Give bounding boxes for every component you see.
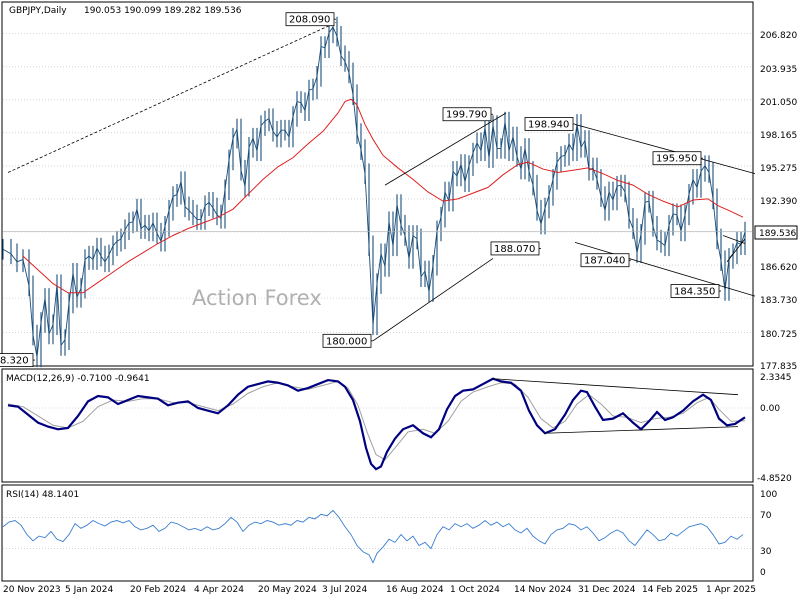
price-trendline (574, 241, 756, 297)
date-tick: 14 Feb 2025 (642, 585, 698, 595)
annotation-box (670, 284, 720, 298)
annotation-label: 184.350 (674, 287, 715, 298)
date-tick: 1 Oct 2024 (450, 585, 500, 595)
date-tick: 20 Feb 2024 (130, 585, 186, 595)
price-panel-title: GBPJPY,Daily 190.053 190.099 189.282 189… (9, 6, 242, 16)
annotation-box (442, 107, 492, 122)
price-tick: 198.165 (760, 131, 797, 141)
price-trendline (384, 112, 507, 186)
annotation-box (580, 253, 630, 268)
price-trendline (722, 235, 746, 244)
macd-line (7, 377, 746, 471)
symbol-label: GBPJPY,Daily (9, 6, 67, 16)
date-tick: 14 Nov 2024 (514, 585, 572, 595)
date-tick: 3 Jul 2024 (322, 585, 367, 595)
annotation-box (0, 353, 34, 367)
annotation-box (652, 151, 702, 166)
rsi-panel-frame (1, 484, 754, 582)
chart-marks: 208.090 199.790 198.940 195.950 188.070 187.0… (0, 12, 756, 564)
rsi-tick: 30 (760, 547, 772, 557)
date-tick: 20 May 2024 (258, 585, 317, 595)
price-tick: 195.275 (760, 164, 797, 174)
annotation-label: 195.950 (656, 154, 697, 165)
price-trendline (7, 22, 337, 173)
last-price-marker: 189.536 (754, 225, 798, 240)
last-price-label: 189.536 (759, 229, 796, 239)
date-tick: 1 Apr 2025 (706, 585, 756, 595)
price-tick: 183.730 (760, 296, 797, 306)
macd-tick: -4.8520 (757, 474, 792, 484)
annotation-box (490, 241, 540, 256)
macd-trendline (492, 378, 739, 396)
price-tick: 186.620 (760, 263, 797, 273)
macd-trendline (544, 426, 739, 434)
price-trendline (574, 124, 756, 175)
annotation-label: 208.090 (289, 15, 330, 26)
annotation-box (285, 12, 335, 27)
annotation-label: 199.790 (446, 110, 487, 121)
annotation-label: 198.940 (528, 119, 569, 130)
rsi-axis: 100 70 30 0 (760, 490, 777, 578)
date-tick: 20 Nov 2023 (3, 585, 61, 595)
last-price-box (754, 225, 798, 240)
macd-title: MACD(12,26,9) -0.7100 -0.9641 (6, 374, 150, 384)
date-tick: 31 Dec 2024 (578, 585, 636, 595)
annotation-label: 8.320 (0, 356, 29, 367)
date-tick: 5 Jan 2024 (65, 585, 113, 595)
annotation-box (524, 117, 574, 131)
price-tick: 180.725 (760, 330, 797, 340)
annotation-label: 188.070 (494, 244, 535, 255)
price-tick: 203.935 (760, 65, 797, 75)
moving-average-line (22, 98, 744, 294)
macd-signal-line (7, 380, 746, 461)
price-tick: 201.050 (760, 98, 797, 108)
annotation-box (322, 333, 372, 348)
price-tick: 177.835 (760, 362, 797, 372)
watermark-text: Action Forex (192, 286, 322, 310)
price-tick: 192.390 (760, 197, 797, 207)
annotation-label: 180.000 (326, 336, 367, 347)
macd-axis: 2.3345 0.00 -4.8520 (757, 373, 792, 484)
rsi-tick: 70 (760, 511, 772, 521)
rsi-tick: 0 (760, 568, 766, 578)
price-trendline (372, 258, 494, 342)
rsi-line (2, 509, 744, 564)
date-axis: 20 Nov 2023 5 Jan 2024 20 Feb 2024 4 Apr… (3, 585, 756, 595)
ohlc-label: 190.053 190.099 189.282 189.536 (84, 6, 242, 16)
price-panel-frame (1, 1, 754, 367)
date-tick: 16 Aug 2024 (386, 585, 444, 595)
macd-tick: 2.3345 (760, 373, 792, 383)
rsi-title: RSI(14) 48.1401 (6, 490, 79, 500)
price-close-line (2, 26, 746, 357)
macd-panel-frame (1, 368, 754, 483)
annotation-label: 187.040 (584, 256, 625, 267)
price-axis: 206.820 203.935 201.050 198.165 195.275 … (760, 31, 797, 372)
rsi-tick: 100 (760, 490, 777, 500)
price-tick: 206.820 (760, 31, 797, 41)
price-trendline (726, 238, 746, 263)
date-tick: 4 Apr 2024 (194, 585, 244, 595)
macd-tick: 0.00 (760, 404, 780, 414)
